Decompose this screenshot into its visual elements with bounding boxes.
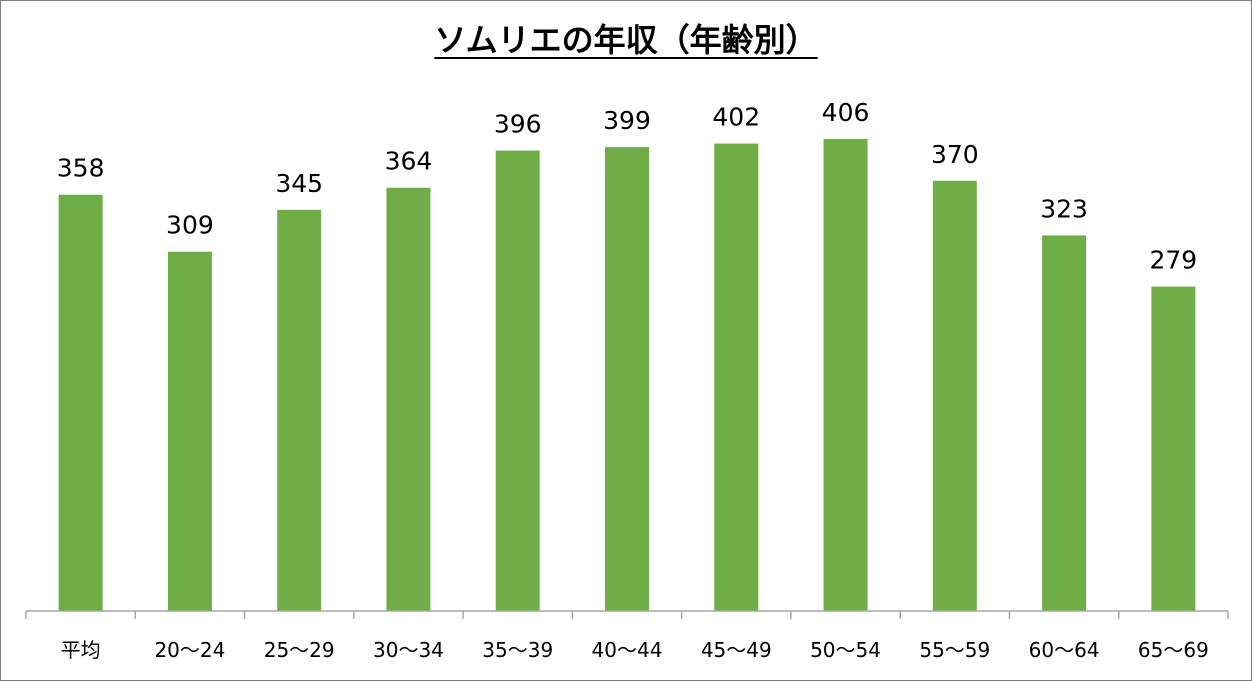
x-tick-label-6: 45〜49 xyxy=(701,638,772,662)
value-label-5: 399 xyxy=(603,106,651,135)
x-tick-label-3: 30〜34 xyxy=(373,638,444,662)
bar-0 xyxy=(58,194,103,611)
bar-9 xyxy=(1042,235,1087,611)
x-tick-label-10: 65〜69 xyxy=(1138,638,1209,662)
bar-2 xyxy=(277,209,322,611)
x-tick-label-5: 40〜44 xyxy=(592,638,663,662)
x-tick-label-4: 35〜39 xyxy=(482,638,553,662)
value-label-10: 279 xyxy=(1150,246,1198,275)
value-label-6: 402 xyxy=(712,103,760,132)
x-tick-label-9: 60〜64 xyxy=(1029,638,1100,662)
bar-8 xyxy=(932,180,977,611)
value-label-4: 396 xyxy=(494,110,542,139)
bar-4 xyxy=(495,150,540,611)
bar-10 xyxy=(1151,286,1196,611)
bar-5 xyxy=(605,147,649,611)
x-tick-label-2: 25〜29 xyxy=(264,638,335,662)
chart-title-text: ソムリエの年収（年齢別） xyxy=(434,21,818,59)
bar-6 xyxy=(714,143,759,611)
x-tick-label-1: 20〜24 xyxy=(154,638,225,662)
bar-1 xyxy=(167,251,212,611)
value-label-9: 323 xyxy=(1040,194,1088,223)
value-label-7: 406 xyxy=(822,98,870,127)
bar-7 xyxy=(823,138,868,611)
value-label-2: 345 xyxy=(275,169,323,198)
x-tick-label-7: 50〜54 xyxy=(810,638,881,662)
bar-3 xyxy=(386,187,431,611)
chart-title: ソムリエの年収（年齢別） xyxy=(1,15,1251,61)
x-tick-label-0: 平均 xyxy=(61,638,101,662)
value-label-8: 370 xyxy=(931,140,979,169)
x-tick-label-8: 55〜59 xyxy=(919,638,990,662)
value-label-1: 309 xyxy=(166,211,214,240)
value-label-0: 358 xyxy=(57,154,105,183)
value-label-3: 364 xyxy=(385,147,433,176)
